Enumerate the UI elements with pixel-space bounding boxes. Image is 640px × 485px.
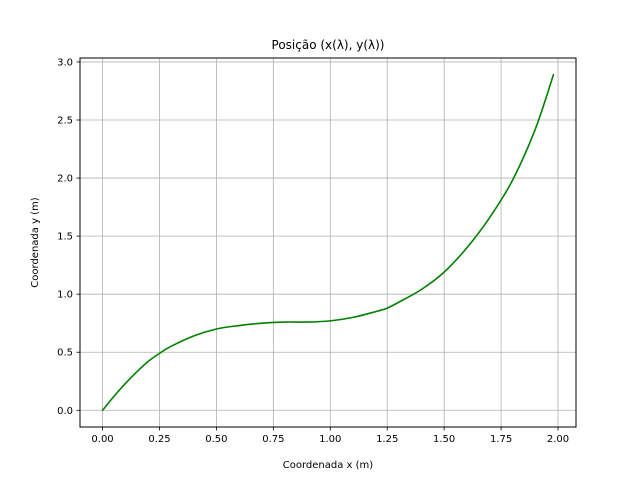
x-tick-label: 1.25 — [376, 434, 398, 445]
chart-title: Posição (x(λ), y(λ)) — [272, 38, 385, 52]
x-tick-label: 0.25 — [148, 434, 170, 445]
series-layer — [101, 73, 555, 412]
x-tick-label: 0.75 — [262, 434, 284, 445]
y-tick-label: 3.0 — [57, 57, 73, 68]
plot-area-frame — [79, 57, 577, 428]
y-axis: 0.0 0.5 1.0 1.5 2.0 2.5 3.0 — [57, 57, 80, 417]
x-tick-label: 0.00 — [91, 434, 113, 445]
x-tick-label: 1.75 — [490, 434, 512, 445]
x-tick-label: 1.50 — [433, 434, 455, 445]
y-tick-label: 0.0 — [57, 406, 73, 417]
x-tick-label: 0.50 — [205, 434, 227, 445]
x-tick-label: 2.00 — [547, 434, 569, 445]
y-tick-label: 2.0 — [57, 174, 73, 185]
series-line — [101, 73, 555, 412]
y-tick-label: 1.0 — [57, 290, 73, 301]
x-tick-label: 1.00 — [319, 434, 341, 445]
grid — [80, 58, 576, 427]
x-axis: 0.00 0.25 0.50 0.75 1.00 1.25 1.50 1.75 2.00 — [91, 427, 569, 445]
y-tick-label: 0.5 — [57, 348, 73, 359]
y-axis-label: Coordenada y (m) — [30, 197, 41, 288]
x-axis-label: Coordenada x (m) — [283, 460, 374, 471]
y-tick-label: 2.5 — [57, 116, 73, 127]
y-tick-label: 1.5 — [57, 232, 73, 243]
